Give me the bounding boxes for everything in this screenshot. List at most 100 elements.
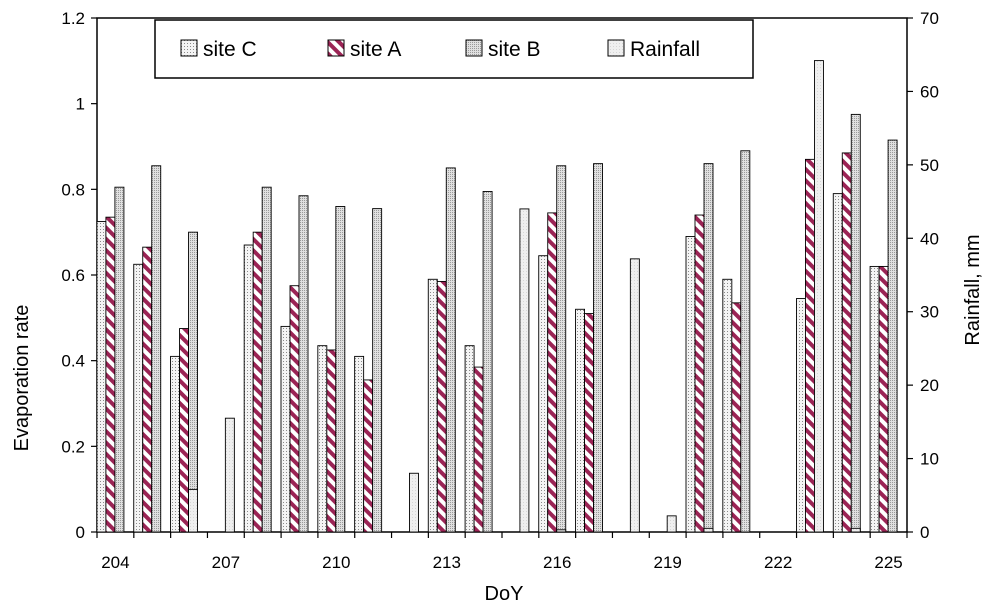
bar-rainfall [556, 529, 567, 533]
bar-site-b [593, 163, 603, 533]
y-axis-title: Evaporation rate [11, 305, 33, 452]
bar-rainfall [188, 488, 199, 533]
bar-rainfall [629, 258, 640, 533]
y-tick-label: 0.4 [61, 352, 85, 371]
x-axis: 204 207 210 213 216 219 222 225 [96, 532, 908, 572]
bar-site-a [694, 214, 705, 533]
bar-site-c [796, 298, 806, 533]
bar-site-a [841, 152, 852, 533]
bar-site-c [354, 355, 365, 533]
legend-swatch-site-a [327, 39, 345, 57]
bar-site-b [887, 139, 898, 533]
bar-site-b [151, 165, 162, 533]
bar-site-c [722, 278, 733, 533]
x-tick-label: 210 [322, 553, 350, 572]
y-tick-label: 1 [76, 95, 85, 114]
bar-site-b [372, 208, 383, 533]
bar-site-c [685, 235, 696, 533]
y-tick-label: 0.2 [61, 437, 85, 456]
bar-site-c [170, 355, 181, 533]
legend-label-rainfall: Rainfall [630, 38, 700, 61]
y-tick-label: 0.6 [61, 266, 85, 285]
bar-rainfall [703, 527, 714, 533]
bar-site-a [436, 280, 447, 533]
plot-area [96, 17, 908, 533]
bar-rainfall [519, 208, 530, 533]
x-tick-label: 207 [212, 553, 240, 572]
bar-site-c [575, 308, 585, 533]
bar-site-b [298, 195, 309, 533]
y2-tick-label: 0 [920, 523, 929, 542]
bar-site-b [740, 150, 751, 533]
bar-site-a [105, 216, 116, 533]
bar-rainfall [666, 515, 677, 533]
y2-tick-label: 40 [920, 229, 939, 248]
bar-site-a [805, 158, 815, 533]
y2-tick-label: 60 [920, 82, 939, 101]
bar-site-b [703, 163, 714, 533]
bar-site-a [547, 212, 558, 533]
bar-site-b [445, 167, 456, 533]
x-tick-label: 204 [101, 553, 129, 572]
plot-border [96, 17, 908, 533]
bar-site-a [731, 302, 742, 533]
bar-site-c [832, 193, 843, 533]
bar-site-b [556, 165, 567, 533]
legend-swatch-site-c [180, 39, 198, 57]
x-tick-label: 216 [543, 553, 571, 572]
y2-tick-label: 30 [920, 303, 939, 322]
bar-site-b [335, 206, 346, 533]
bar-site-c [427, 278, 438, 533]
legend-swatch-rainfall [607, 39, 625, 57]
y-tick-label: 0 [76, 523, 85, 542]
bar-rainfall [850, 527, 861, 533]
y2-tick-label: 70 [920, 9, 939, 28]
x-tick-label: 225 [874, 553, 902, 572]
bar-site-c [96, 221, 107, 533]
bars-group [96, 60, 898, 533]
bar-site-b [850, 113, 861, 533]
legend-swatch-site-b [465, 39, 483, 57]
bar-site-b [482, 191, 493, 533]
bar-site-c [538, 255, 549, 533]
bar-site-a [584, 313, 594, 533]
y-tick-label: 1.2 [61, 9, 85, 28]
y2-axis-title: Rainfall, mm [962, 234, 984, 345]
bar-site-c [869, 265, 880, 533]
bar-site-c [317, 345, 328, 533]
y-tick-label: 0.8 [61, 180, 85, 199]
x-tick-label: 222 [764, 553, 792, 572]
bar-site-b [261, 186, 272, 533]
bar-rainfall [409, 472, 419, 533]
right-axis: 0 10 20 30 40 50 60 70 [907, 9, 939, 542]
bar-site-a [289, 285, 300, 533]
legend-label-site-a: site A [350, 38, 401, 61]
bar-rainfall [224, 417, 235, 533]
legend-label-site-b: site B [488, 38, 541, 61]
bar-site-c [464, 345, 475, 533]
left-axis: 0 0.2 0.4 0.6 0.8 1 1.2 [61, 9, 97, 542]
bar-site-a [363, 379, 374, 533]
bar-site-a [142, 246, 153, 533]
legend: site C site A site B Rainfall [154, 19, 754, 79]
bar-site-a [326, 349, 337, 533]
x-tick-label: 213 [433, 553, 461, 572]
bar-site-a [252, 231, 263, 533]
bar-site-c [243, 244, 254, 533]
bar-site-b [114, 186, 125, 533]
y2-tick-label: 10 [920, 450, 939, 469]
legend-box [154, 19, 754, 79]
bar-site-a [179, 328, 190, 533]
x-tick-label: 219 [653, 553, 681, 572]
legend-label-site-c: site C [203, 38, 257, 61]
x-axis-title: DoY [485, 583, 524, 605]
y2-tick-label: 50 [920, 156, 939, 175]
bar-rainfall [814, 60, 824, 533]
bar-site-a [473, 366, 484, 533]
bar-site-b [188, 231, 199, 533]
bar-site-a [878, 265, 889, 533]
y2-tick-label: 20 [920, 376, 939, 395]
bar-site-c [133, 263, 144, 533]
bar-site-c [280, 325, 291, 533]
